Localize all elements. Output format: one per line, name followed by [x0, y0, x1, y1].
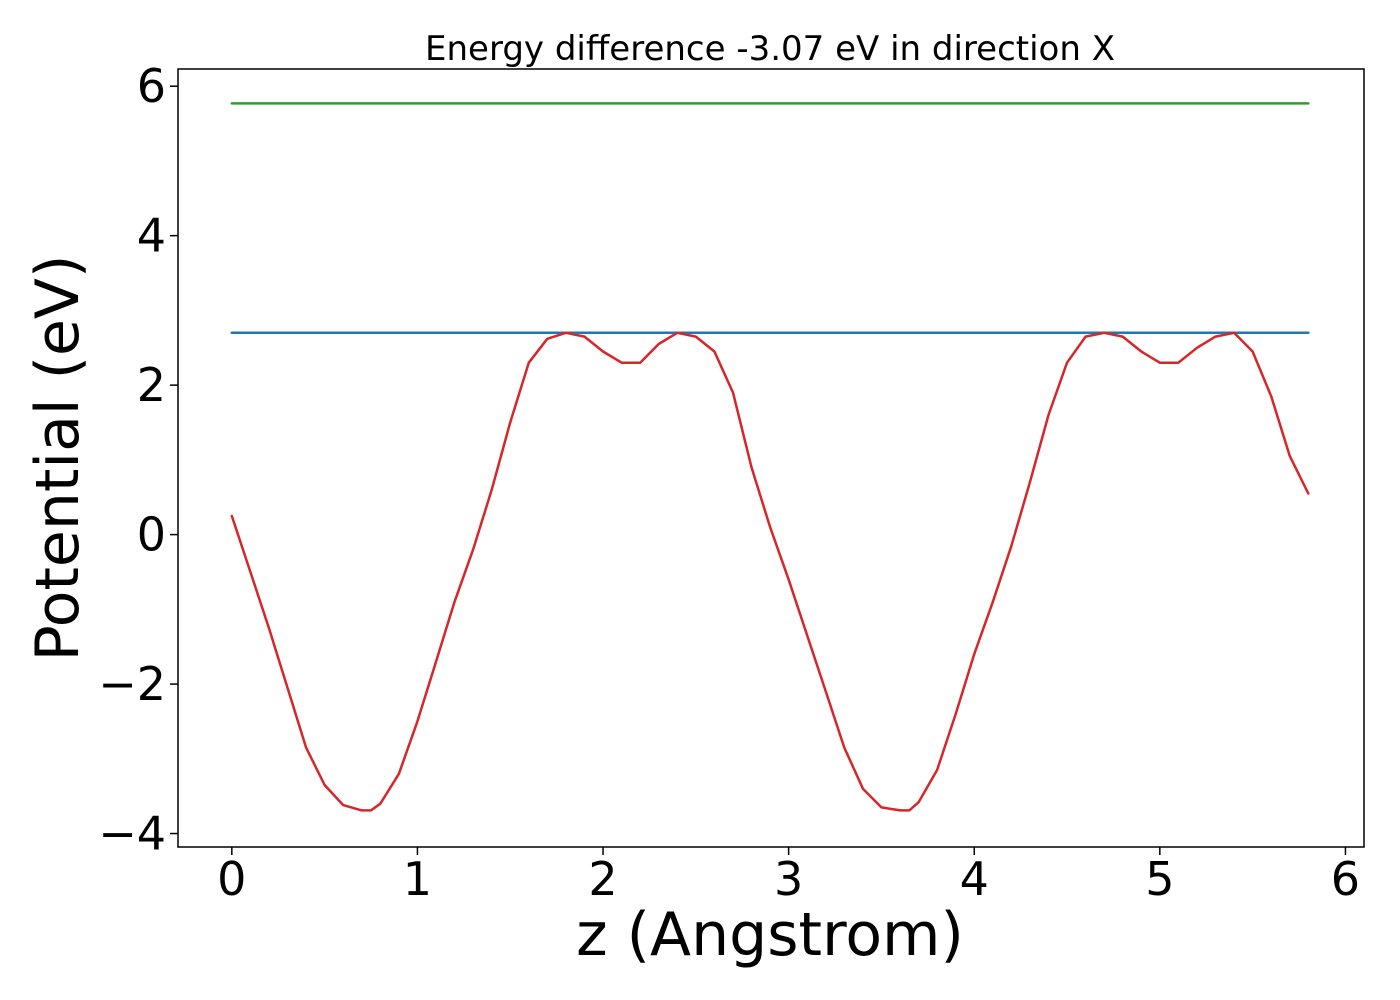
x-axis-label: z (Angstrom): [576, 900, 964, 970]
y-tick-label: 4: [137, 209, 166, 263]
x-tick-label: 0: [217, 852, 246, 906]
series-line-2: [230, 331, 1310, 812]
y-axis: −4 −2 0 2 4 6: [98, 59, 178, 861]
y-tick-label: −4: [98, 807, 166, 861]
chart-title: Energy difference -3.07 eV in direction …: [425, 29, 1115, 69]
y-axis-label: Potential (eV): [23, 255, 93, 662]
plot-frame: [177, 68, 1365, 848]
x-axis: 0 1 2 3 4 5 6: [217, 847, 1360, 906]
x-tick-label: 3: [774, 852, 803, 906]
y-tick-label: 6: [137, 59, 166, 113]
y-tick-label: 0: [137, 508, 166, 562]
x-tick-label: 6: [1331, 852, 1360, 906]
x-tick-label: 4: [960, 852, 989, 906]
x-tick-label: 2: [588, 852, 617, 906]
x-tick-label: 5: [1145, 852, 1174, 906]
y-tick-label: 2: [137, 358, 166, 412]
plot-area: [230, 102, 1310, 812]
x-tick-label: 1: [403, 852, 432, 906]
y-tick-label: −2: [98, 657, 166, 711]
